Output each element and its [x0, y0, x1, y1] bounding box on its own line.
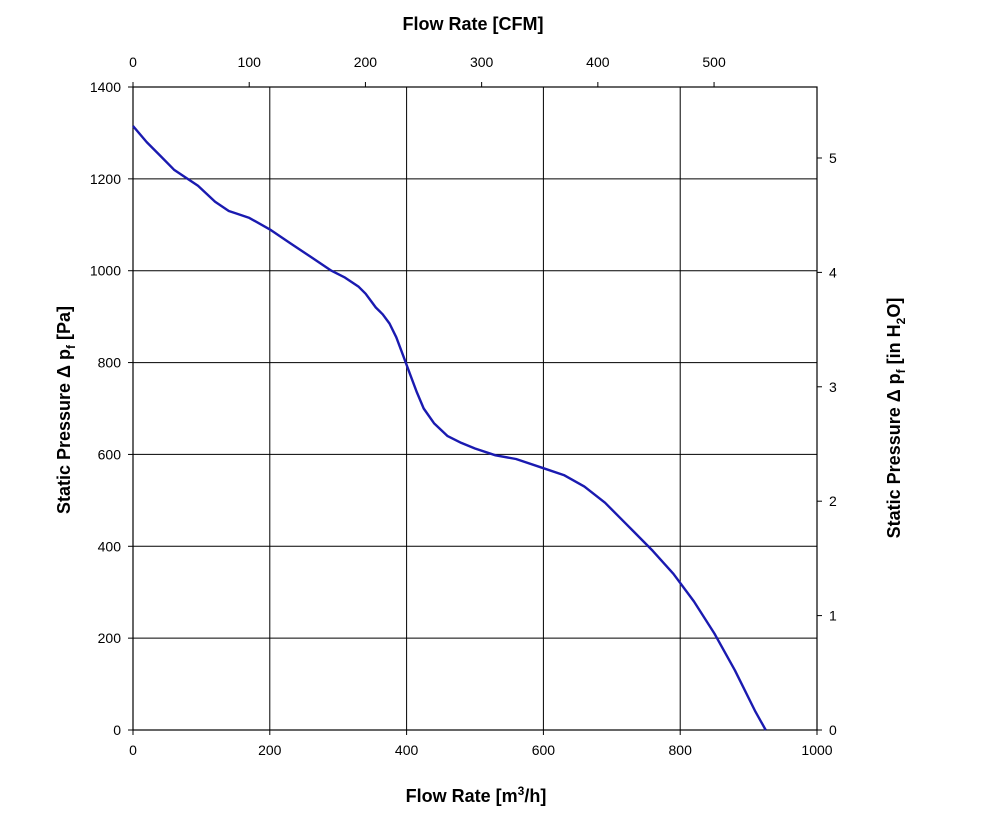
x-top-tick-label: 300: [470, 54, 494, 70]
y-left-tick-label: 800: [98, 355, 122, 371]
y-right-tick-label: 1: [829, 608, 837, 624]
x-bottom-tick-label: 800: [669, 742, 693, 758]
x-bottom-tick-label: 200: [258, 742, 282, 758]
y-right-tick-label: 4: [829, 264, 837, 280]
x-bottom-tick-label: 1000: [801, 742, 832, 758]
x-top-axis-title: Flow Rate [CFM]: [403, 14, 544, 34]
x-top-tick-label: 400: [586, 54, 610, 70]
x-top-tick-label: 500: [702, 54, 726, 70]
x-top-tick-label: 200: [354, 54, 378, 70]
y-right-tick-label: 3: [829, 379, 837, 395]
x-top-tick-label: 100: [238, 54, 262, 70]
y-left-tick-label: 1400: [90, 79, 121, 95]
y-left-tick-label: 400: [98, 538, 122, 554]
x-bottom-axis-title: Flow Rate [m3/h]: [406, 784, 547, 806]
y-left-tick-label: 1000: [90, 263, 121, 279]
y-right-tick-label: 2: [829, 493, 837, 509]
tick-labels: 0 200 400 600 800 100002004006008001000120014…: [90, 54, 837, 758]
y-left-axis-title: Static Pressure Δ pf [Pa]: [54, 306, 78, 514]
y-left-tick-label: 600: [98, 446, 122, 462]
y-left-tick-label: 1200: [90, 171, 121, 187]
y-left-tick-label: 200: [98, 630, 122, 646]
x-bottom-tick-label: 400: [395, 742, 419, 758]
y-left-tick-label: 0: [113, 722, 121, 738]
y-right-axis-title: Static Pressure Δ pf [in H2O]: [884, 298, 908, 539]
x-bottom-tick-label: 600: [532, 742, 556, 758]
x-bottom-tick-label: 0: [129, 742, 137, 758]
x-top-tick-label: 0: [129, 54, 137, 70]
y-right-tick-label: 0: [829, 722, 837, 738]
y-right-tick-label: 5: [829, 150, 837, 166]
series-line-static-pressure: [132, 125, 767, 731]
plot-area-frame: [132, 86, 818, 731]
